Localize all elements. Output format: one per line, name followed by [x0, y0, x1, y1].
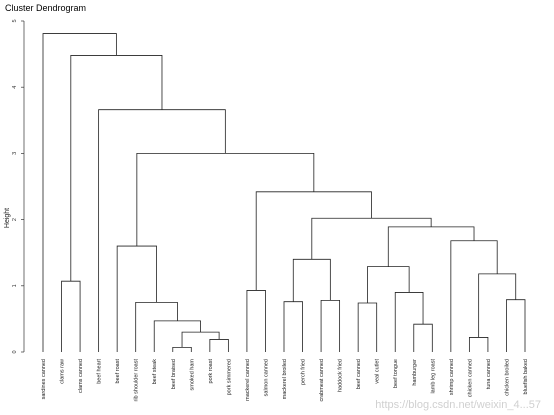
leaf-label: beef heart — [97, 359, 103, 384]
dendrogram-branch — [42, 33, 117, 352]
dendrogram-branch — [283, 301, 303, 352]
dendrogram-branch — [172, 346, 192, 352]
leaf-label: mackerel broiled — [282, 359, 288, 399]
dendrogram-branch — [136, 153, 315, 247]
leaf-label: sardines canned — [41, 359, 47, 399]
y-tick-label: 0 — [12, 350, 18, 353]
dendrogram-branch — [135, 301, 178, 352]
dendrogram-branch — [357, 302, 378, 352]
chart-title: Cluster Dendrogram — [5, 3, 86, 13]
y-tick-label: 5 — [12, 19, 18, 22]
leaf-label: lamb leg roast — [430, 359, 436, 394]
dendrogram-branch — [246, 290, 266, 352]
leaf-label: beef steak — [152, 359, 158, 385]
leaf-label: perch fried — [301, 359, 307, 385]
leaf-label: clams canned — [78, 359, 84, 393]
y-tick-label: 4 — [12, 86, 18, 89]
leaf-label: chicken canned — [467, 359, 473, 397]
dendrogram-branch — [292, 258, 331, 302]
dendrogram-branch — [311, 217, 432, 260]
dendrogram-branch — [506, 299, 526, 352]
leaf-label: shrimp canned — [449, 359, 455, 395]
leaf-label: pork roast — [208, 359, 214, 384]
dendrogram-branch — [209, 339, 229, 352]
leaf-label: smoked ham — [189, 359, 195, 391]
leaf-label: haddock fried — [338, 359, 344, 392]
leaf-label: bluefish baked — [523, 359, 529, 394]
y-tick-label: 2 — [12, 218, 18, 221]
leaf-label: crabmeat canned — [319, 359, 325, 402]
leaf-label: salmon canned — [263, 359, 269, 396]
dendrogram-branch — [387, 226, 475, 267]
leaf-label: pork simmered — [226, 359, 232, 395]
y-tick-label: 3 — [12, 152, 18, 155]
dendrogram-branch — [320, 299, 341, 352]
dendrogram-branch — [367, 266, 410, 304]
leaf-label: tuna canned — [486, 359, 492, 389]
leaf-labels: sardines canned clams raw clams canned beef… — [41, 359, 529, 402]
dendrogram-branch — [116, 245, 157, 352]
leaf-label: hamburger — [412, 359, 418, 386]
leaf-label: beef tongue — [393, 359, 399, 388]
leaf-label: clams raw — [60, 359, 66, 384]
dendrogram-branch — [478, 273, 517, 338]
dendrogram-branch — [413, 323, 433, 352]
y-tick-label: 1 — [12, 284, 18, 287]
dendrogram-branch — [468, 337, 489, 352]
dendrogram-branches — [42, 33, 526, 352]
leaf-label: veal cutlet — [375, 359, 381, 384]
leaf-label: mackerel canned — [245, 359, 251, 401]
y-axis-label: Height — [4, 208, 11, 228]
dendrogram-branch — [70, 55, 163, 282]
leaf-label: rib shoulder roast — [134, 359, 140, 402]
leaf-label: beef roast — [115, 359, 121, 384]
watermark: https://blog.csdn.net/weixin_4...57 — [375, 399, 541, 411]
dendrogram-branch — [255, 191, 372, 291]
dendrogram-branch — [394, 292, 424, 352]
leaf-label: beef canned — [356, 359, 362, 389]
leaf-label: chicken broiled — [504, 359, 510, 396]
dendrogram-branch — [61, 280, 81, 352]
leaf-label: beef braised — [171, 359, 177, 389]
y-axis: 0 1 2 3 4 5 — [12, 19, 25, 354]
dendrogram-branch — [98, 109, 226, 352]
dendrogram-branch — [450, 240, 498, 352]
